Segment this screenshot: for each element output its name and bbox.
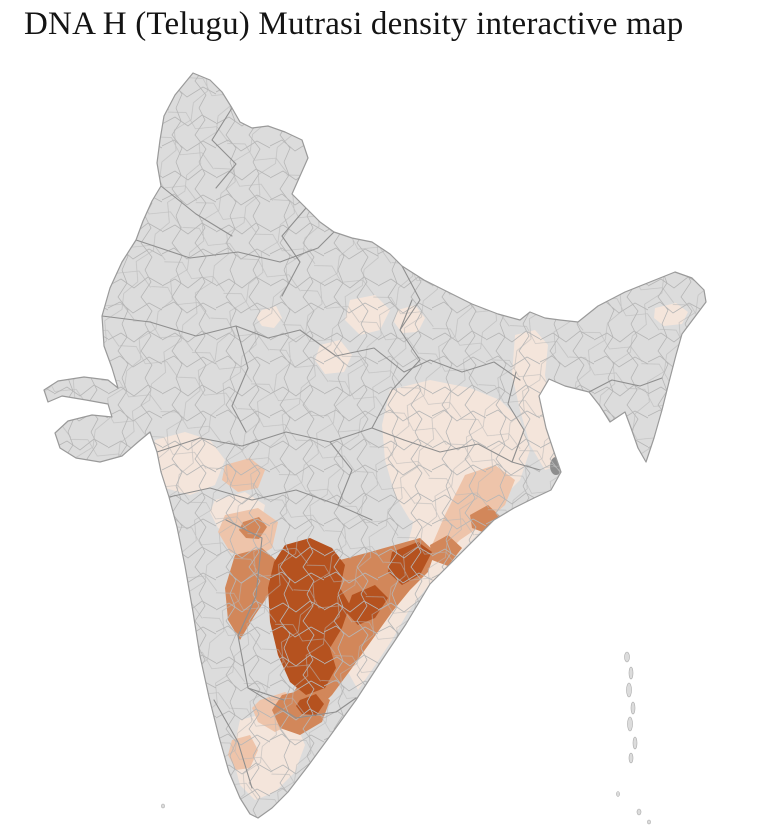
- island[interactable]: [626, 682, 632, 698]
- state-border: [101, 315, 301, 339]
- state-border: [281, 207, 307, 297]
- state-border: [231, 325, 249, 433]
- state-border: [299, 329, 521, 381]
- state-borders: [101, 107, 663, 789]
- state-border: [168, 487, 373, 521]
- state-border: [507, 371, 525, 463]
- island[interactable]: [636, 808, 642, 816]
- dense-urban-district[interactable]: [44, 416, 55, 425]
- state-border: [588, 377, 663, 393]
- island[interactable]: [161, 803, 165, 809]
- state-border: [211, 107, 237, 189]
- state-border: [213, 699, 253, 789]
- state-border: [135, 231, 335, 263]
- state-border: [403, 439, 541, 471]
- island[interactable]: [647, 819, 651, 825]
- state-border: [371, 299, 421, 429]
- island[interactable]: [628, 752, 634, 764]
- state-border: [329, 441, 353, 506]
- andaman-nicobar-islands[interactable]: [161, 651, 651, 825]
- india-outline: [43, 72, 707, 819]
- state-border: [247, 687, 357, 719]
- state-border: [160, 185, 233, 237]
- state-border: [225, 519, 285, 701]
- island[interactable]: [628, 666, 634, 680]
- page-title: DNA H (Telugu) Mutrasi density interacti…: [24, 6, 684, 42]
- state-border: [399, 265, 421, 331]
- island[interactable]: [632, 736, 638, 750]
- island[interactable]: [624, 651, 630, 663]
- island[interactable]: [630, 701, 636, 715]
- island[interactable]: [627, 716, 633, 732]
- island[interactable]: [616, 791, 620, 797]
